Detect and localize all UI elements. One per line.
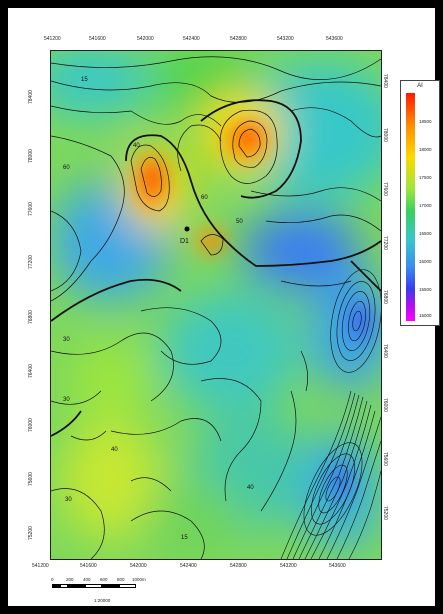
scale-segment (68, 584, 85, 588)
scale-label: 1000m (132, 577, 146, 582)
contour-label: 40 (133, 143, 140, 149)
legend-label: 15000 (419, 313, 432, 318)
x-tick-bottom: 543200 (280, 563, 297, 569)
legend-color-bar (406, 93, 415, 321)
acoustic-impedance-map[interactable]: 15 40 60 60 50 30 30 40 30 40 15 D1 (50, 50, 382, 560)
legend-label: 17000 (419, 203, 432, 208)
map-sheet: 541200 541600 542000 542400 542800 54320… (8, 8, 440, 606)
x-tick-bottom: 542800 (230, 563, 247, 569)
y-tick-left: 77200 (28, 255, 34, 269)
well-marker[interactable] (184, 226, 190, 232)
y-tick-right: 76800 (382, 290, 388, 304)
y-tick-right: 75600 (382, 452, 388, 466)
contour-label-group: 15 40 60 60 50 30 30 40 30 40 15 (63, 77, 254, 541)
scale-label: 400 (83, 577, 91, 582)
high-contours (130, 109, 278, 256)
contour-label: 30 (65, 497, 72, 503)
contour-cluster (280, 269, 381, 559)
contour-label: 40 (111, 447, 118, 453)
scale-label: 200 (66, 577, 74, 582)
y-tick-left: 76000 (28, 418, 34, 432)
x-tick-bottom: 541200 (32, 563, 49, 569)
legend-label: 15500 (419, 287, 432, 292)
x-tick-bottom: 542000 (130, 563, 147, 569)
contour-label: 50 (236, 219, 243, 225)
scale-label: 600 (100, 577, 108, 582)
y-tick-left: 78000 (28, 149, 34, 163)
well-label: D1 (180, 238, 189, 245)
scale-segment (85, 584, 102, 588)
x-tick-top: 542000 (137, 36, 154, 42)
x-tick-top: 542800 (230, 36, 247, 42)
y-tick-left: 75200 (28, 526, 34, 540)
y-tick-right: 78400 (382, 74, 388, 88)
thick-contours (51, 99, 381, 437)
scale-segment (102, 584, 119, 588)
y-tick-right: 76000 (382, 398, 388, 412)
x-tick-top: 541600 (89, 36, 106, 42)
legend-label: 17500 (419, 175, 432, 180)
y-tick-right: 77600 (382, 182, 388, 196)
y-tick-left: 76800 (28, 310, 34, 324)
y-tick-left: 77600 (28, 202, 34, 216)
scale-segment (119, 584, 136, 588)
map-canvas: 15 40 60 60 50 30 30 40 30 40 15 D1 (51, 51, 381, 559)
legend-label: 16000 (419, 259, 432, 264)
contour-label: 60 (63, 165, 70, 171)
legend-label: 16500 (419, 231, 432, 236)
contour-label: 30 (63, 397, 70, 403)
contour-lines (51, 56, 381, 559)
contour-label: 40 (247, 485, 254, 491)
x-tick-bottom: 541600 (80, 563, 97, 569)
x-tick-top: 543200 (277, 36, 294, 42)
y-tick-right: 77200 (382, 236, 388, 250)
contour-label: 60 (201, 195, 208, 201)
legend-label: 18500 (419, 119, 432, 124)
scale-label: 800 (117, 577, 125, 582)
scale-label: 0 (51, 577, 54, 582)
y-tick-right: 75200 (382, 506, 388, 520)
scale-segment (60, 584, 68, 588)
color-legend: AI 18500 18000 17500 17000 16500 16000 1… (400, 80, 440, 326)
x-tick-top: 543600 (326, 36, 343, 42)
x-tick-bottom: 543600 (329, 563, 346, 569)
legend-label: 18000 (419, 147, 432, 152)
x-tick-top: 541200 (44, 36, 61, 42)
scale-bar (52, 584, 138, 589)
scale-segment (52, 584, 60, 588)
legend-title: AI (417, 83, 423, 89)
x-tick-bottom: 542400 (180, 563, 197, 569)
contour-label: 30 (63, 337, 70, 343)
y-tick-left: 75600 (28, 472, 34, 486)
y-tick-left: 76400 (28, 364, 34, 378)
scale-ratio: 1:20000 (94, 598, 111, 603)
y-tick-left: 78400 (28, 90, 34, 104)
y-tick-right: 78000 (382, 128, 388, 142)
contour-label: 15 (181, 535, 188, 541)
x-tick-top: 542400 (183, 36, 200, 42)
contour-label: 15 (81, 77, 88, 83)
y-tick-right: 76400 (382, 344, 388, 358)
